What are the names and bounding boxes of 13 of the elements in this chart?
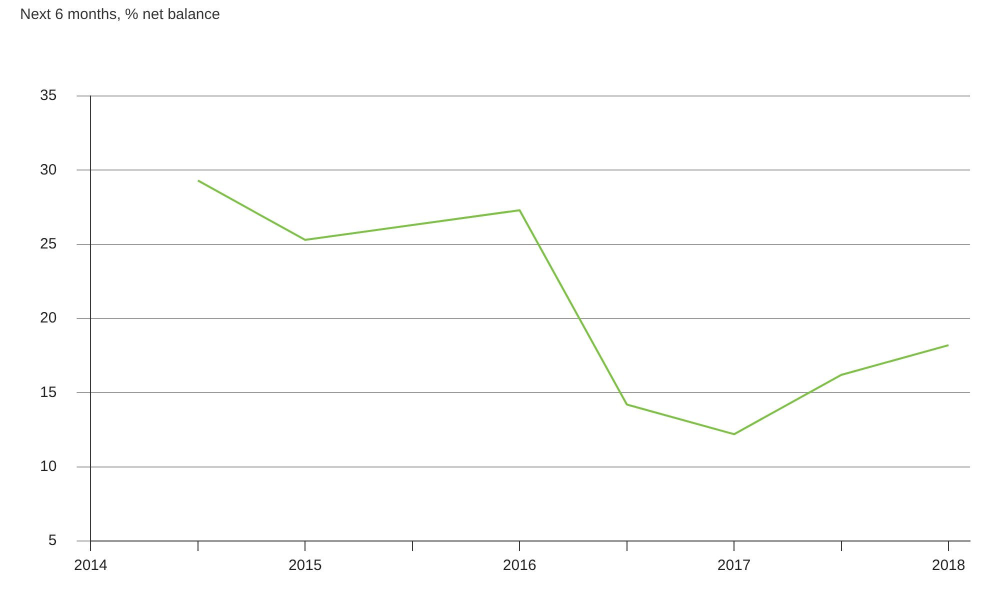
- x-tick-label: 2015: [288, 557, 322, 574]
- y-tick-label: 35: [40, 87, 57, 104]
- y-tick-label: 10: [40, 458, 57, 475]
- y-tick-label: 30: [40, 161, 57, 178]
- y-tick-label: 5: [48, 532, 57, 550]
- y-tick-label: 25: [40, 235, 57, 252]
- chart-title: Next 6 months, % net balance: [20, 6, 220, 24]
- x-tick-label: 2016: [502, 557, 536, 574]
- x-tick-label: 2014: [74, 557, 108, 574]
- x-tick-label: 2018: [932, 557, 966, 574]
- y-tick-label: 20: [40, 310, 57, 327]
- x-tick-label: 2017: [717, 557, 751, 574]
- y-tick-label: 15: [40, 384, 57, 401]
